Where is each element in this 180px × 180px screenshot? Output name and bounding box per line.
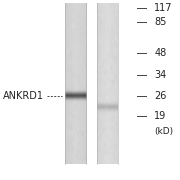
Bar (1, 165, 178, 179)
Text: 117: 117 (154, 3, 173, 13)
Text: 34: 34 (154, 70, 167, 80)
Bar (1, 2, 178, 3)
Text: 85: 85 (154, 17, 167, 27)
Text: 48: 48 (154, 48, 167, 58)
Bar (118, 3, 178, 165)
Text: 26: 26 (154, 91, 167, 101)
Text: (kD): (kD) (154, 127, 174, 136)
Bar (1, 3, 65, 165)
Text: ANKRD1: ANKRD1 (3, 91, 44, 101)
Text: 19: 19 (154, 111, 167, 121)
